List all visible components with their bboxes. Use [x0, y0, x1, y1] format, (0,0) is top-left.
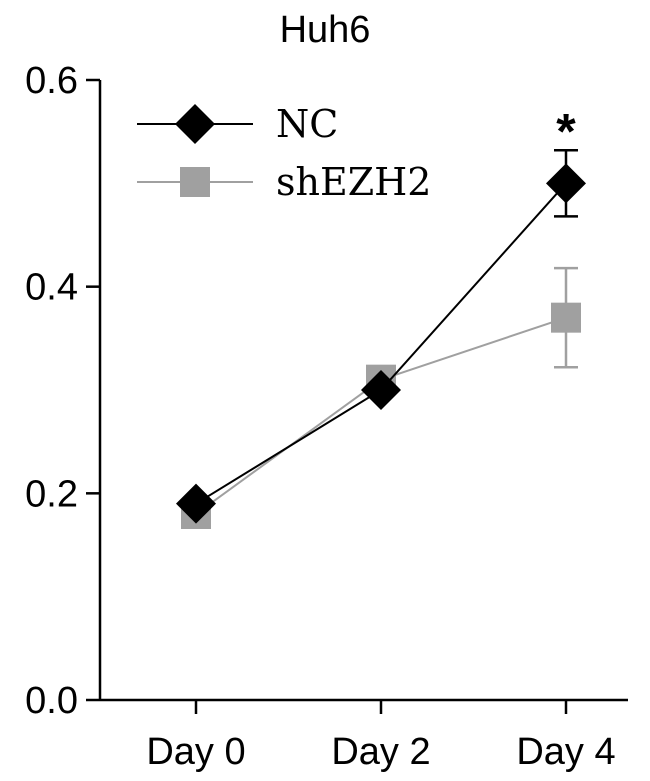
- legend-marker: [175, 104, 215, 144]
- x-ticks: Day 0 Day 2 Day 4: [146, 700, 616, 773]
- data-point: [546, 163, 586, 204]
- legend: NC shEZH2: [137, 102, 431, 204]
- y-tick-label: 0.0: [25, 680, 78, 722]
- series-nc: [176, 149, 586, 524]
- legend-label: NC: [276, 102, 338, 146]
- legend-label: shEZH2: [276, 160, 431, 204]
- chart-title: Huh6: [280, 9, 371, 51]
- data-point: [551, 302, 581, 333]
- legend-item: NC: [137, 102, 338, 146]
- series-line: [195, 316, 567, 515]
- x-tick-label: Day 4: [516, 731, 615, 773]
- legend-item: shEZH2: [137, 160, 431, 204]
- data-point: [176, 483, 216, 524]
- significance-marker: *: [556, 103, 576, 159]
- x-tick-label: Day 2: [331, 731, 430, 773]
- plot-area: *: [176, 103, 586, 529]
- y-ticks: 0.0 0.2 0.4 0.6: [25, 60, 100, 722]
- y-tick-label: 0.4: [25, 267, 78, 309]
- data-point: [361, 370, 401, 410]
- x-tick-label: Day 0: [146, 731, 245, 773]
- legend-marker: [180, 167, 210, 197]
- series-line: [195, 182, 567, 505]
- y-tick-label: 0.6: [25, 60, 78, 102]
- y-tick-label: 0.2: [25, 473, 78, 515]
